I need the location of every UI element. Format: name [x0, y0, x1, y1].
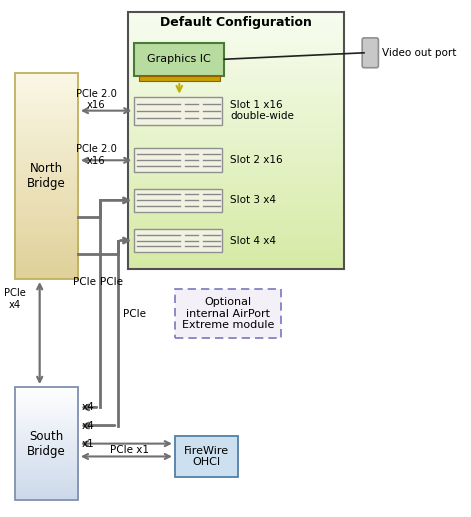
- Text: FireWire
OHCI: FireWire OHCI: [184, 446, 229, 467]
- Text: Video out port: Video out port: [382, 48, 456, 58]
- Bar: [134, 148, 222, 172]
- Bar: [134, 229, 222, 252]
- Text: Graphics IC: Graphics IC: [147, 54, 211, 64]
- Text: PCIe: PCIe: [4, 288, 26, 298]
- Text: North
Bridge: North Bridge: [27, 162, 66, 190]
- Text: x1: x1: [81, 438, 94, 449]
- Bar: [134, 42, 224, 76]
- Text: x16: x16: [87, 100, 106, 110]
- Text: PCIe: PCIe: [100, 277, 123, 286]
- Text: x16: x16: [87, 156, 106, 166]
- Bar: [128, 12, 344, 269]
- FancyBboxPatch shape: [362, 38, 378, 68]
- Bar: [15, 73, 78, 279]
- Bar: [134, 189, 222, 212]
- Text: x4: x4: [9, 300, 21, 310]
- Text: x4: x4: [81, 420, 94, 431]
- Bar: [15, 387, 78, 500]
- Text: x4: x4: [81, 402, 94, 413]
- Text: Slot 2 x16: Slot 2 x16: [230, 155, 283, 165]
- Text: Slot 3 x4: Slot 3 x4: [230, 195, 276, 205]
- Text: PCIe 2.0: PCIe 2.0: [75, 89, 116, 99]
- Text: PCIe: PCIe: [123, 309, 146, 318]
- Text: Slot 4 x4: Slot 4 x4: [230, 236, 276, 246]
- Text: South
Bridge: South Bridge: [27, 430, 66, 458]
- Bar: [134, 97, 222, 125]
- Text: PCIe: PCIe: [73, 277, 96, 286]
- Text: PCIe 2.0: PCIe 2.0: [75, 144, 116, 155]
- Text: Optional
internal AirPort
Extreme module: Optional internal AirPort Extreme module: [181, 297, 274, 330]
- FancyBboxPatch shape: [175, 290, 281, 338]
- Bar: [139, 76, 220, 81]
- Bar: [175, 436, 238, 477]
- Text: PCIe x1: PCIe x1: [110, 445, 149, 455]
- Text: Slot 1 x16
double-wide: Slot 1 x16 double-wide: [230, 100, 294, 121]
- Text: Default Configuration: Default Configuration: [160, 17, 311, 29]
